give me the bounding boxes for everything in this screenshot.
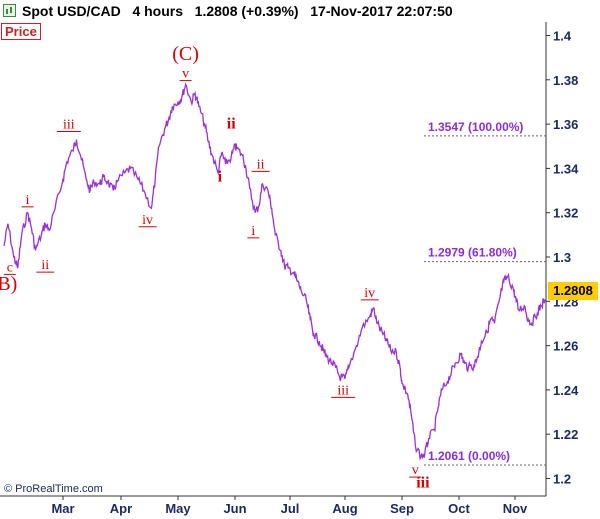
price-series-line — [3, 82, 546, 462]
y-tick-label: 1.22 — [553, 427, 578, 442]
x-tick-label: Aug — [332, 501, 357, 516]
y-tick-label: 1.36 — [553, 117, 578, 132]
wave-label: v — [182, 67, 189, 82]
y-tick-label: 1.38 — [553, 73, 578, 88]
credit-text: © ProRealTime.com — [4, 483, 103, 495]
x-tick-label: Mar — [51, 501, 74, 516]
wave-label: i — [26, 193, 30, 208]
x-tick-label: Sep — [390, 501, 414, 516]
chart-title: Spot USD/CAD 4 hours 1.2808 (+0.39%) 17-… — [22, 3, 453, 19]
price-chart-icon — [3, 4, 16, 17]
x-tick-label: May — [165, 501, 191, 516]
chart-header: Spot USD/CAD 4 hours 1.2808 (+0.39%) 17-… — [0, 0, 600, 22]
wave-label: i — [251, 224, 255, 239]
fib-level-label: 1.2061 (0.00%) — [428, 449, 510, 463]
wave-label: iii — [337, 383, 349, 398]
y-tick-label: 1.24 — [553, 383, 579, 398]
wave-label: (C) — [172, 43, 199, 65]
wave-label: c — [7, 260, 13, 275]
y-tick-label: 1.26 — [553, 339, 578, 354]
wave-label: (B) — [0, 273, 17, 295]
wave-label: ii — [41, 258, 49, 273]
wave-label: i — [218, 169, 223, 186]
x-tick-label: Jun — [223, 501, 246, 516]
last-price-marker: 1.2808 — [548, 282, 598, 300]
wave-label: iv — [364, 286, 375, 301]
wave-label: iv — [142, 213, 153, 228]
y-tick-label: 1.4 — [553, 29, 572, 44]
fib-level-label: 1.3547 (100.00%) — [428, 120, 523, 134]
y-axis-ticks: 1.41.381.361.341.321.31.281.261.241.221.… — [546, 29, 579, 487]
wave-label: iii — [63, 118, 75, 133]
x-tick-label: Nov — [503, 501, 528, 516]
x-tick-label: Jul — [281, 501, 300, 516]
x-tick-label: Oct — [448, 501, 470, 516]
wave-label: ii — [227, 116, 236, 133]
y-tick-label: 1.3 — [553, 250, 571, 265]
fibonacci-levels: 1.3547 (100.00%) 1.2979 (61.80%) 1.2061 (0… — [424, 120, 546, 466]
x-tick-label: Apr — [110, 501, 132, 516]
y-tick-label: 1.34 — [553, 161, 579, 176]
price-panel-tag[interactable]: Price — [1, 23, 41, 40]
y-tick-label: 1.2 — [553, 472, 571, 487]
wave-label: ii — [257, 157, 265, 172]
y-tick-label: 1.32 — [553, 206, 578, 221]
x-axis-ticks: Mar Apr May Jun Jul Aug Sep Oct Nov — [51, 496, 528, 516]
wave-label: v — [412, 463, 419, 478]
fib-level-label: 1.2979 (61.80%) — [428, 246, 517, 260]
wave-label: iii — [416, 474, 430, 491]
